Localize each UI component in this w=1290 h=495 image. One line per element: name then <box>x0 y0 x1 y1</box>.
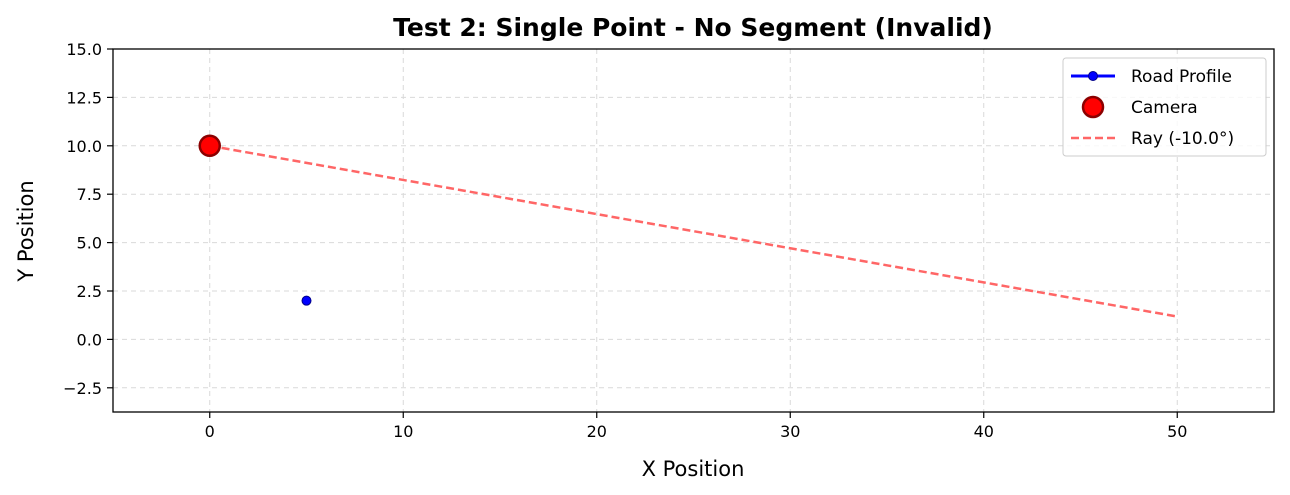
legend-ray-label: Ray (-10.0°) <box>1131 129 1234 149</box>
x-tick-label: 30 <box>780 422 800 441</box>
x-tick-label: 20 <box>587 422 607 441</box>
legend-road-profile-marker <box>1088 71 1098 81</box>
road-profile-point <box>301 295 312 306</box>
x-axis-label: X Position <box>642 457 745 481</box>
plot-frame <box>112 48 1275 413</box>
y-tick-label: 12.5 <box>66 88 102 107</box>
y-axis-label: Y Position <box>14 180 38 282</box>
x-tick-label: 40 <box>974 422 994 441</box>
y-tick-label: 2.5 <box>77 282 102 301</box>
legend-camera-marker <box>1081 95 1105 119</box>
legend-road-profile-label: Road Profile <box>1131 67 1232 87</box>
x-axis-ticks: 0 10 20 30 40 50 <box>205 412 1187 441</box>
y-axis-ticks: −2.5 0.0 2.5 5.0 7.5 10.0 12.5 15.0 <box>63 40 113 398</box>
legend: Road Profile Camera Ray (-10.0°) <box>1062 57 1267 157</box>
x-tick-label: 10 <box>393 422 413 441</box>
legend-camera-label: Camera <box>1131 98 1198 118</box>
x-tick-label: 50 <box>1167 422 1187 441</box>
y-tick-label: 0.0 <box>77 330 102 349</box>
y-tick-label: 5.0 <box>77 234 102 253</box>
legend-box <box>1062 57 1267 157</box>
y-tick-label: −2.5 <box>63 379 102 398</box>
x-tick-label: 0 <box>205 422 215 441</box>
y-tick-label: 15.0 <box>66 40 102 59</box>
chart-title: Test 2: Single Point - No Segment (Inval… <box>393 13 993 42</box>
y-tick-label: 10.0 <box>66 137 102 156</box>
y-tick-label: 7.5 <box>77 185 102 204</box>
ray-line <box>209 144 1178 318</box>
series-layer <box>198 134 1178 318</box>
camera-point <box>198 134 221 158</box>
